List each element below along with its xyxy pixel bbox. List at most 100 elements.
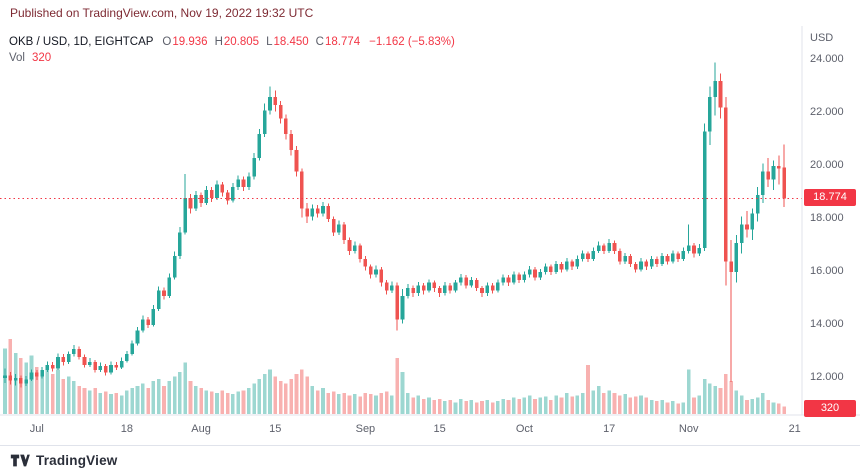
candle-body (390, 285, 394, 291)
candle-body (125, 354, 129, 361)
volume-bar (342, 392, 346, 414)
candle-body (289, 134, 293, 151)
candle-body (61, 356, 66, 363)
volume-bar (416, 395, 421, 414)
chart-area[interactable]: OKB / USD, 1D, EIGHTCAP O 19.936 H 20.805 … (0, 26, 860, 445)
candle-body (300, 171, 304, 209)
candle-body (416, 285, 421, 294)
candle-body (119, 360, 124, 368)
candle-body (586, 253, 590, 259)
candle-body (750, 213, 755, 230)
candle-body (204, 189, 209, 204)
candle-body (533, 269, 537, 278)
volume-badge: 320 (804, 400, 856, 417)
candle-body (151, 309, 156, 325)
price-tick: 12.000 (810, 371, 844, 383)
candle-body (490, 285, 495, 291)
candle-body (321, 205, 325, 214)
volume-bar (411, 397, 415, 414)
candle-body (681, 250, 686, 259)
volume-bar (474, 402, 479, 414)
candle-body (294, 150, 299, 172)
candle-body (167, 277, 172, 296)
candlestick-chart[interactable] (0, 26, 860, 445)
candle-body (103, 366, 108, 373)
candle-body (427, 282, 431, 291)
volume-bar (130, 388, 134, 414)
volume-bar (273, 376, 278, 414)
volume-bar (82, 388, 87, 414)
candle-body (29, 372, 34, 380)
candle-body (411, 287, 415, 294)
candle-body (40, 370, 44, 377)
candle-body (777, 166, 781, 169)
candle-body (702, 131, 707, 249)
volume-bar (549, 399, 553, 414)
volume-bar (61, 378, 66, 414)
candle-body (549, 266, 553, 272)
candle-body (506, 277, 511, 283)
volume-bar (24, 362, 28, 414)
volume-bar (406, 392, 410, 414)
candle-body (278, 105, 283, 119)
candle-body (623, 256, 627, 262)
volume-bar (35, 367, 39, 415)
candle-body (538, 272, 543, 278)
volume-bar (209, 391, 214, 414)
volume-bar (612, 392, 617, 414)
volume-bar (305, 376, 309, 414)
volume-bar (379, 392, 384, 414)
price-tick: 16.000 (810, 265, 844, 277)
candle-body (220, 184, 225, 193)
volume-bar (390, 395, 394, 414)
volume-bar (125, 390, 129, 414)
volume-bar (50, 374, 55, 414)
volume-bar (639, 395, 643, 414)
volume-bar (676, 403, 680, 414)
price-tick: 22.000 (810, 106, 844, 118)
candle-body (400, 295, 405, 320)
candle-body (512, 274, 516, 283)
candle-body (718, 81, 723, 108)
candle-body (241, 179, 246, 188)
volume-bar (533, 398, 537, 414)
candle-body (252, 158, 256, 177)
candle-body (368, 266, 373, 275)
volume-bar (745, 399, 749, 414)
candle-body (724, 107, 728, 262)
candle-body (554, 264, 558, 272)
tradingview-logo[interactable]: TradingView (10, 453, 117, 468)
volume-bar (77, 385, 81, 415)
candle-body (469, 279, 474, 286)
volume-bar (681, 402, 686, 414)
volume-bar (543, 396, 548, 414)
volume-bar (231, 394, 235, 414)
volume-bar (178, 371, 182, 414)
volume-bar (199, 388, 203, 414)
price-tick: 24.000 (810, 53, 844, 65)
candle-body (268, 97, 272, 111)
candle-body (559, 264, 564, 270)
candle-body (708, 97, 712, 132)
volume-bar (40, 371, 44, 414)
volume-bar (310, 385, 315, 415)
candle-body (633, 264, 638, 270)
candle-body (257, 134, 262, 159)
volume-bar (331, 391, 336, 414)
volume-bar (400, 371, 405, 414)
volume-bar (326, 392, 331, 414)
volume-bar (480, 401, 484, 414)
volume-bar (750, 398, 755, 414)
volume-bar (109, 394, 113, 414)
candle-body (570, 261, 574, 267)
volume-bar (628, 397, 633, 414)
volume-bar (708, 383, 712, 414)
candle-body (649, 258, 654, 267)
candle-body (713, 81, 717, 98)
candle-body (453, 282, 458, 291)
candle-body (501, 277, 505, 283)
volume-bar (247, 388, 251, 414)
candle-body (437, 287, 442, 294)
volume-bar (586, 364, 590, 414)
volume-bar (93, 388, 97, 414)
